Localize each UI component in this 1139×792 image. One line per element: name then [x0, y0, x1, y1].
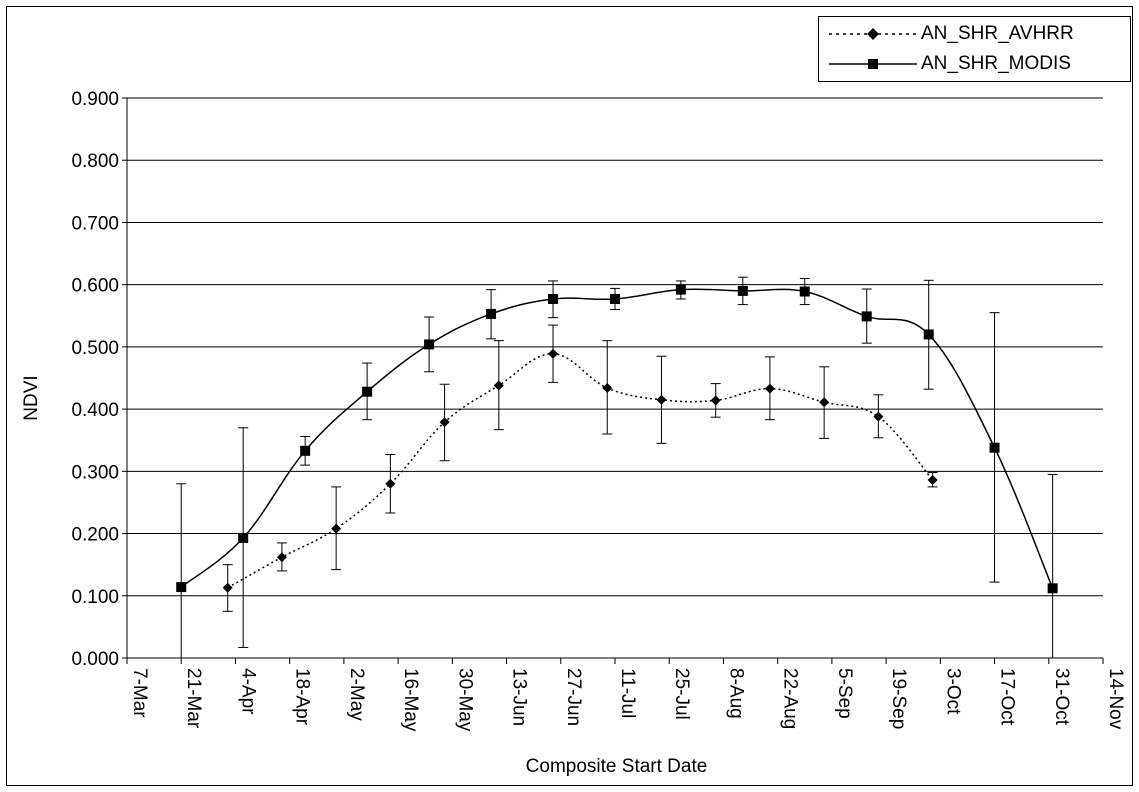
- legend-item-avhrr: AN_SHR_AVHRR: [819, 20, 1130, 48]
- data-point-avhrr: [222, 582, 233, 593]
- x-tick-label: 18-Apr: [292, 668, 313, 726]
- data-point-modis: [362, 386, 373, 397]
- x-tick-label: 2-May: [346, 668, 367, 721]
- y-tick-label: 0.600: [71, 276, 119, 297]
- x-tick-label: 7-Mar: [129, 668, 150, 718]
- data-point-modis: [176, 582, 187, 593]
- y-tick-label: 0.400: [71, 400, 119, 421]
- x-tick-label: 14-Nov: [1105, 668, 1126, 730]
- x-tick-label: 19-Sep: [888, 668, 909, 729]
- series-line-modis: [180, 288, 1054, 589]
- data-point-modis: [737, 285, 748, 296]
- data-point-avhrr: [927, 475, 938, 486]
- y-tick-label: 0.300: [71, 462, 119, 483]
- x-tick-label: 30-May: [454, 668, 475, 732]
- data-point-modis: [424, 339, 435, 350]
- data-point-modis: [799, 286, 810, 297]
- data-point-avhrr: [764, 383, 775, 394]
- data-point-modis: [861, 311, 872, 322]
- x-tick-label: 22-Aug: [780, 668, 801, 729]
- x-tick-label: 4-Apr: [237, 668, 258, 715]
- data-point-avhrr: [548, 348, 559, 359]
- y-tick-label: 0.200: [71, 525, 119, 546]
- y-tick-label: 0.000: [71, 649, 119, 670]
- data-point-modis: [238, 532, 249, 543]
- data-point-avhrr: [602, 382, 613, 393]
- y-tick-label: 0.700: [71, 213, 119, 234]
- legend-swatch-avhrr: [829, 28, 917, 40]
- x-tick-label: 21-Mar: [183, 668, 204, 729]
- x-tick-label: 25-Jul: [671, 668, 692, 720]
- data-point-modis: [548, 293, 559, 304]
- x-tick-label: 17-Oct: [997, 668, 1018, 726]
- data-point-modis: [1047, 583, 1058, 594]
- x-tick-label: 3-Oct: [942, 668, 963, 715]
- data-point-modis: [989, 442, 1000, 453]
- y-tick-label: 0.900: [71, 89, 119, 110]
- chart-frame: [6, 6, 1133, 786]
- legend-item-modis: AN_SHR_MODIS: [819, 50, 1130, 78]
- x-tick-label: 27-Jun: [563, 668, 584, 726]
- x-tick-label: 31-Oct: [1051, 668, 1072, 726]
- legend: AN_SHR_AVHRR AN_SHR_MODIS: [818, 16, 1131, 82]
- data-point-avhrr: [493, 380, 504, 391]
- data-point-avhrr: [439, 417, 450, 428]
- y-axis-title: NDVI: [21, 375, 42, 421]
- x-tick-label: 8-Aug: [725, 668, 746, 719]
- data-point-avhrr: [656, 394, 667, 405]
- data-point-avhrr: [873, 411, 884, 422]
- x-axis-title: Composite Start Date: [525, 756, 708, 777]
- y-tick-label: 0.500: [71, 338, 119, 359]
- data-point-modis: [675, 284, 686, 295]
- y-tick-label: 0.100: [71, 587, 119, 608]
- data-point-modis: [610, 293, 620, 304]
- data-point-avhrr: [819, 397, 830, 408]
- x-tick-label: 13-Jun: [509, 668, 530, 726]
- x-tick-label: 16-May: [400, 668, 421, 732]
- data-point-modis: [486, 308, 497, 319]
- data-point-modis: [923, 329, 934, 340]
- series-line-avhrr: [227, 352, 934, 589]
- y-tick-label: 0.800: [71, 151, 119, 172]
- legend-swatch-modis: [829, 59, 917, 69]
- data-point-avhrr: [385, 478, 396, 489]
- data-point-avhrr: [276, 552, 287, 563]
- data-point-avhrr: [710, 395, 721, 406]
- data-point-avhrr: [331, 523, 342, 534]
- x-tick-label: 11-Jul: [617, 668, 638, 718]
- legend-label-modis: AN_SHR_MODIS: [921, 53, 1071, 74]
- x-tick-label: 5-Sep: [834, 668, 855, 719]
- legend-label-avhrr: AN_SHR_AVHRR: [921, 23, 1074, 44]
- data-point-modis: [300, 445, 311, 456]
